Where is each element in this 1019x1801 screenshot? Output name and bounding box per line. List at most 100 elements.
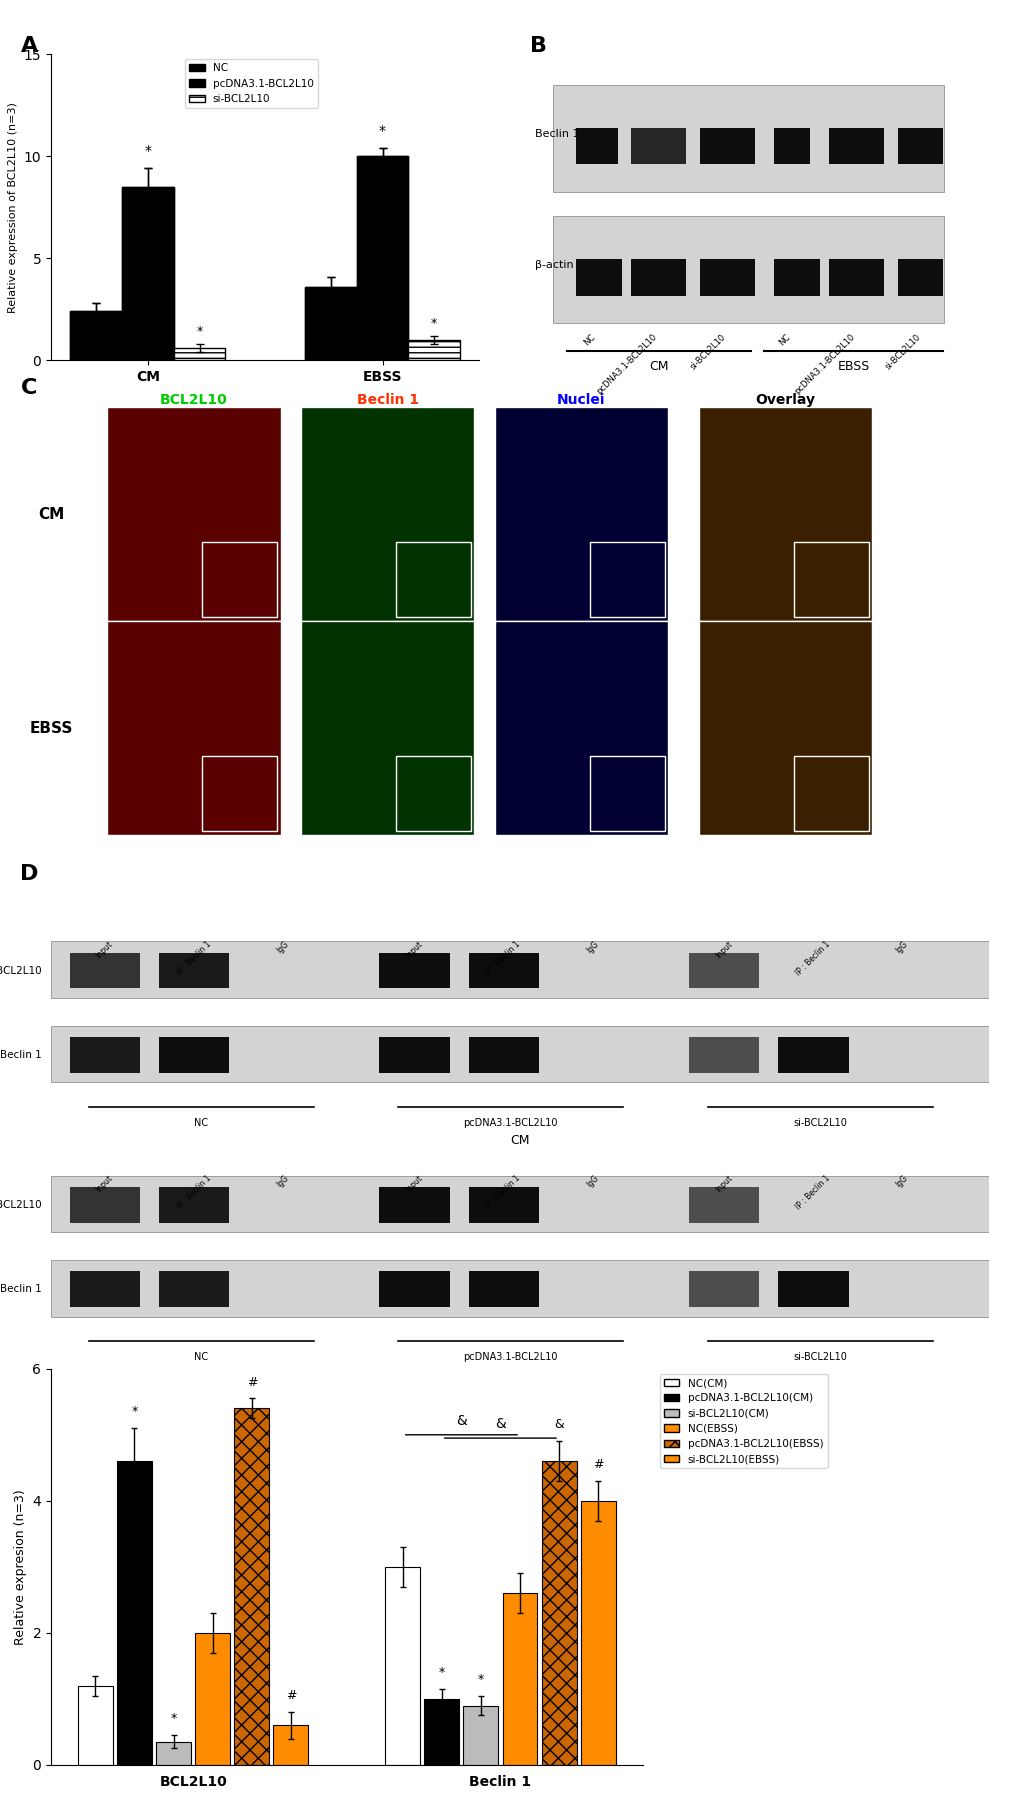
Bar: [69, 953, 140, 989]
Text: *: *: [477, 1673, 484, 1686]
Bar: [424, 1698, 459, 1765]
Bar: [305, 286, 357, 360]
Bar: [689, 953, 759, 989]
Bar: [385, 1567, 420, 1765]
Bar: [576, 128, 618, 164]
Bar: [589, 542, 664, 618]
Bar: [699, 259, 754, 295]
Text: IgG: IgG: [894, 1174, 909, 1189]
Bar: [173, 348, 225, 360]
Text: #: #: [247, 1376, 257, 1389]
Bar: [203, 542, 277, 618]
Bar: [541, 1461, 576, 1765]
Bar: [234, 1408, 269, 1765]
Text: CM: CM: [38, 506, 64, 522]
Text: IgG: IgG: [584, 940, 599, 955]
Bar: [107, 407, 280, 621]
Bar: [273, 1725, 308, 1765]
Text: pcDNA3.1-BCL2L10: pcDNA3.1-BCL2L10: [463, 1118, 557, 1127]
Text: A: A: [20, 36, 38, 56]
Text: *: *: [145, 144, 151, 158]
Bar: [468, 1272, 538, 1308]
Text: si-BCL2L10: si-BCL2L10: [793, 1118, 847, 1127]
Bar: [828, 128, 883, 164]
Bar: [468, 1037, 538, 1073]
Bar: [159, 953, 229, 989]
Text: D: D: [20, 864, 39, 884]
Text: IP : Beclin 1: IP : Beclin 1: [484, 940, 522, 978]
Bar: [631, 128, 686, 164]
Text: EBSS: EBSS: [30, 720, 72, 737]
Text: IgG: IgG: [275, 940, 290, 955]
Bar: [70, 312, 122, 360]
Legend: NC(CM), pcDNA3.1-BCL2L10(CM), si-BCL2L10(CM), NC(EBSS), pcDNA3.1-BCL2L10(EBSS), : NC(CM), pcDNA3.1-BCL2L10(CM), si-BCL2L10…: [659, 1374, 826, 1468]
Text: &: &: [455, 1414, 467, 1428]
Text: pcDNA3.1-BCL2L10: pcDNA3.1-BCL2L10: [792, 333, 856, 396]
Bar: [794, 756, 868, 830]
Bar: [777, 1037, 848, 1073]
Text: NC: NC: [194, 1353, 208, 1362]
Text: β-actin: β-actin: [535, 261, 573, 270]
Text: pcDNA3.1-BCL2L10: pcDNA3.1-BCL2L10: [594, 333, 658, 396]
Bar: [698, 621, 871, 836]
Bar: [897, 128, 943, 164]
Text: si-BCL2L10: si-BCL2L10: [793, 1353, 847, 1362]
Bar: [502, 1594, 537, 1765]
Text: CM: CM: [648, 360, 668, 373]
Text: si-BCL2L10: si-BCL2L10: [688, 333, 728, 371]
Text: Beclin 1: Beclin 1: [535, 128, 579, 139]
Bar: [117, 1461, 152, 1765]
Text: pcDNA3.1-BCL2L10: pcDNA3.1-BCL2L10: [463, 1353, 557, 1362]
Text: IgG: IgG: [275, 1174, 290, 1189]
Bar: [689, 1037, 759, 1073]
Text: NC: NC: [582, 333, 596, 348]
Bar: [468, 953, 538, 989]
Bar: [301, 407, 474, 621]
Bar: [553, 85, 943, 191]
Bar: [159, 1187, 229, 1223]
Bar: [494, 621, 667, 836]
Bar: [357, 157, 408, 360]
Bar: [195, 1634, 230, 1765]
Text: si-BCL2L10: si-BCL2L10: [883, 333, 922, 371]
Bar: [699, 128, 754, 164]
Bar: [51, 1261, 988, 1317]
Bar: [777, 1272, 848, 1308]
Text: BCL2L10: BCL2L10: [0, 965, 42, 976]
Text: C: C: [20, 378, 37, 398]
Text: *: *: [131, 1405, 138, 1419]
Text: B: B: [530, 36, 547, 56]
Text: IP : Beclin 1: IP : Beclin 1: [793, 940, 832, 978]
Bar: [379, 1037, 449, 1073]
Text: EBSS: EBSS: [837, 360, 869, 373]
Bar: [773, 259, 819, 295]
Bar: [396, 542, 471, 618]
Bar: [70, 312, 122, 360]
Bar: [379, 953, 449, 989]
Text: Beclin 1: Beclin 1: [357, 393, 418, 407]
Text: BCL2L10: BCL2L10: [160, 393, 227, 407]
Bar: [794, 542, 868, 618]
Text: IP : Beclin 1: IP : Beclin 1: [484, 1174, 522, 1212]
Bar: [159, 1037, 229, 1073]
Bar: [589, 756, 664, 830]
Bar: [51, 1176, 988, 1232]
Text: NC: NC: [776, 333, 792, 348]
Text: Input: Input: [404, 1174, 424, 1194]
Text: *: *: [379, 124, 385, 137]
Text: Nuclei: Nuclei: [556, 393, 605, 407]
Bar: [69, 1037, 140, 1073]
Bar: [698, 407, 871, 621]
Text: &: &: [553, 1419, 564, 1432]
Bar: [69, 1187, 140, 1223]
Bar: [494, 407, 667, 621]
Text: Input: Input: [404, 940, 424, 960]
Bar: [357, 157, 408, 360]
Text: #: #: [592, 1459, 603, 1471]
Bar: [463, 1706, 498, 1765]
Bar: [689, 1187, 759, 1223]
Text: Input: Input: [713, 940, 734, 960]
Bar: [122, 187, 173, 360]
Bar: [379, 1187, 449, 1223]
Text: CM: CM: [510, 1135, 530, 1147]
